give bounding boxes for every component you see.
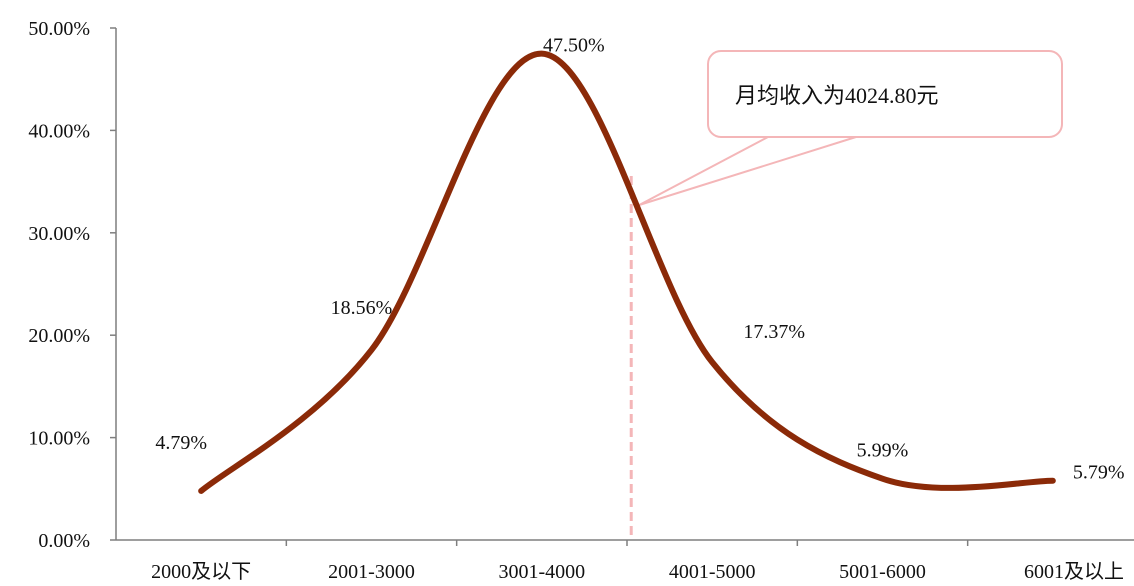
y-tick-label: 20.00% — [28, 325, 90, 347]
y-tick-label: 50.00% — [28, 18, 90, 40]
y-tick-label: 0.00% — [38, 530, 90, 552]
x-tick-label: 6001及以上 — [1024, 560, 1124, 583]
x-tick-label: 2001-3000 — [328, 561, 415, 583]
callout-text: 月均收入为4024.80元 — [735, 83, 939, 108]
axes — [110, 27, 1134, 546]
data-labels: 4.79% 18.56% 47.50% 17.37% 5.99% 5.79% — [155, 35, 1124, 484]
data-label: 5.99% — [857, 440, 909, 462]
data-label: 18.56% — [331, 297, 393, 319]
x-tick-label: 3001-4000 — [498, 561, 585, 583]
data-label: 17.37% — [743, 321, 805, 343]
series-line — [198, 50, 1056, 494]
callout-pointer — [638, 136, 857, 206]
data-label: 47.50% — [543, 35, 605, 57]
x-tick-label: 5001-6000 — [839, 561, 926, 583]
average-income-callout: 月均收入为4024.80元 — [707, 50, 1063, 138]
y-tick-label: 40.00% — [28, 120, 90, 142]
x-tick-label: 4001-5000 — [669, 561, 756, 583]
tick-labels: 0.00% 10.00% 20.00% 30.00% 40.00% 50.00% 2000及… — [28, 18, 1124, 583]
data-label: 4.79% — [155, 432, 207, 454]
data-label: 5.79% — [1073, 462, 1125, 484]
x-tick-label: 2000及以下 — [151, 561, 251, 583]
y-tick-label: 10.00% — [28, 428, 90, 450]
y-tick-label: 30.00% — [28, 223, 90, 245]
